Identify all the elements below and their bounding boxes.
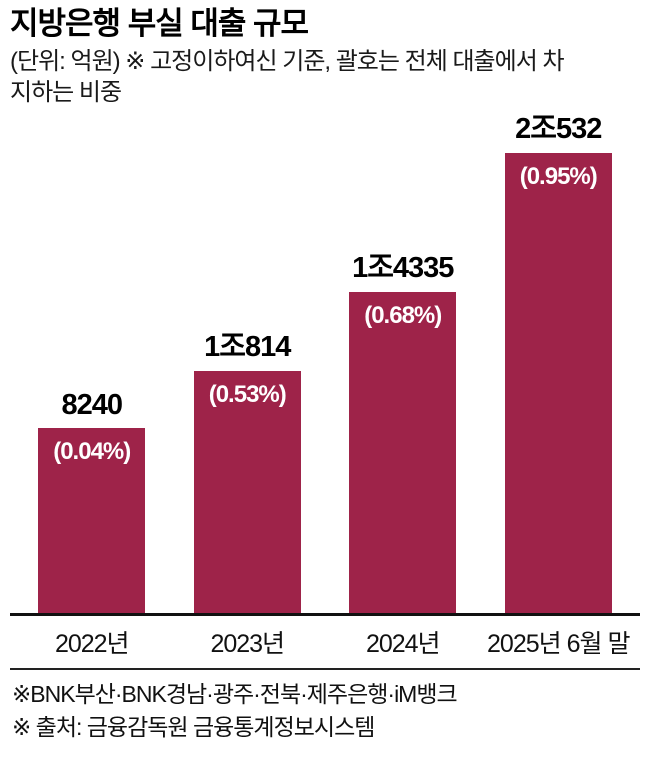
x-axis-label: 2024년 — [365, 630, 441, 659]
bar-percent-label: (0.04%) — [53, 438, 131, 466]
bar: (0.04%) — [38, 428, 146, 614]
bar-percent-label: (0.53%) — [208, 381, 287, 409]
bar-column: 1조814 (0.53%) — [170, 323, 326, 614]
bar-value-label: 1조4335 — [352, 252, 454, 285]
bar-percent-label: (0.68%) — [364, 302, 442, 330]
x-axis-label: 2022년 — [54, 630, 130, 659]
bar-column: 1조4335 (0.68%) — [325, 244, 481, 614]
bar: (0.53%) — [193, 371, 301, 614]
bar-value-label: 1조814 — [204, 331, 291, 364]
page-title: 지방은행 부실 대출 규모 — [10, 6, 309, 41]
bar-value-label: 2조532 — [515, 113, 602, 146]
footnotes: ※BNK부산·BNK경남·광주·전북·제주은행·iM뱅크 ※ 출처: 금융감독원… — [10, 668, 640, 745]
bar: (0.68%) — [349, 292, 457, 614]
x-axis-label: 2023년 — [210, 630, 285, 659]
footnote-banks: ※BNK부산·BNK경남·광주·전북·제주은행·iM뱅크 — [12, 681, 458, 708]
bar-chart: 8240 (0.04%) 1조814 (0.53%) 1조4335 (0.68%) 2조53… — [10, 105, 640, 617]
x-axis: 2022년 2023년 2024년 2025년 6월 말 — [10, 616, 640, 666]
bar-percent-label: (0.95%) — [519, 163, 598, 191]
bar-value-label: 8240 — [61, 389, 123, 422]
bar-column: 2조532 (0.95%) — [481, 105, 637, 614]
bar-column: 8240 (0.04%) — [14, 389, 170, 614]
x-axis-label: 2025년 6월 말 — [487, 630, 630, 659]
footnote-source: ※ 출처: 금융감독원 금융통계정보시스템 — [12, 714, 375, 741]
bar: (0.95%) — [504, 153, 612, 614]
chart-subtitle: (단위: 억원) ※ 고정이하여신 기준, 괄호는 전체 대출에서 차지하는 비… — [10, 47, 565, 106]
